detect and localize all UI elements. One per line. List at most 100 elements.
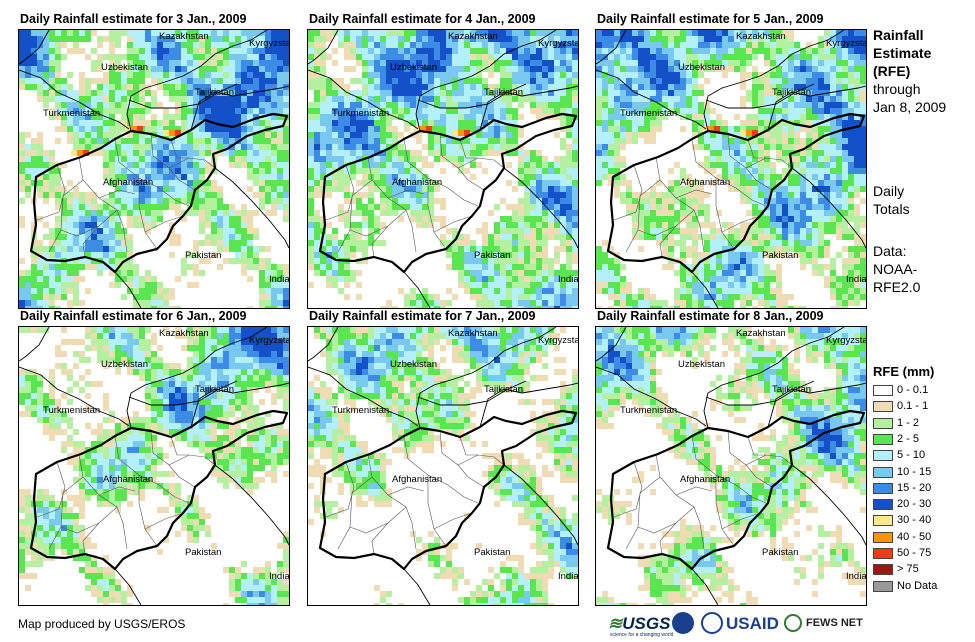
- province-boundary: [98, 189, 136, 199]
- map-label-kyrgyzstan: Kyrgyzstan: [249, 38, 289, 49]
- map-label-afghanistan: Afghanistan: [680, 177, 730, 188]
- legend-swatch: [873, 499, 893, 511]
- map-label-turkmenistan: Turkmenistan: [43, 405, 100, 416]
- province-boundary: [613, 164, 643, 221]
- afghanistan-boundary: [318, 409, 578, 571]
- map-label-kazakhstan: Kazakhstan: [448, 31, 498, 42]
- province-boundary: [60, 225, 100, 237]
- province-boundary: [349, 522, 389, 534]
- province-boundary: [433, 215, 473, 233]
- province-boundary: [48, 476, 84, 550]
- map-label-india: India: [269, 274, 289, 285]
- country-boundary: [791, 167, 866, 249]
- legend-title: RFE (mm): [873, 364, 935, 379]
- province-boundary: [114, 138, 190, 207]
- legend-label: No Data: [897, 579, 938, 592]
- country-boundary: [214, 464, 289, 546]
- country-boundary: [126, 327, 268, 429]
- province-boundary: [427, 178, 447, 250]
- map-label-kazakhstan: Kazakhstan: [448, 328, 498, 339]
- map-frame: Kazakhstan Kyrgyzstan Uzbekistan Tajikistan…: [595, 326, 867, 606]
- province-boundary: [745, 157, 793, 169]
- province-boundary: [433, 512, 473, 530]
- province-boundary: [144, 512, 184, 530]
- province-boundary: [168, 157, 216, 169]
- province-boundary: [337, 179, 373, 253]
- map-frame: Kazakhstan Kyrgyzstan Uzbekistan Tajikistan…: [18, 326, 290, 606]
- map-label-kyrgyzstan: Kyrgyzstan: [826, 335, 866, 346]
- legend-swatch: [873, 466, 893, 478]
- rainfall-map: Kazakhstan Kyrgyzstan Uzbekistan Tajikistan…: [308, 30, 578, 308]
- panel-title: Daily Rainfall estimate for 5 Jan., 2009: [597, 12, 824, 26]
- map-label-pakistan: Pakistan: [762, 547, 798, 558]
- province-boundary: [78, 453, 128, 550]
- legend-label: 5 - 10: [897, 449, 926, 462]
- province-boundary: [691, 138, 767, 207]
- map-label-kazakhstan: Kazakhstan: [736, 328, 786, 339]
- usaid-logo: USAID: [726, 614, 779, 633]
- rainfall-cells: [596, 30, 866, 308]
- legend-swatch: [873, 564, 893, 576]
- legend-heading: Rainfall Estimate (RFE) through Jan 8, 2…: [873, 27, 947, 115]
- province-boundary: [138, 178, 158, 250]
- province-boundary: [655, 453, 705, 550]
- province-boundary: [387, 189, 425, 199]
- country-boundary: [417, 83, 527, 109]
- rainfall-cells: [596, 327, 866, 605]
- country-boundary: [703, 30, 845, 132]
- map-frame: Kazakhstan Kyrgyzstan Uzbekistan Tajikistan…: [307, 326, 579, 606]
- country-boundary: [596, 366, 707, 427]
- province-boundary: [60, 522, 100, 534]
- legend-swatch: [873, 515, 893, 527]
- province-boundary: [371, 209, 407, 258]
- country-boundary: [691, 271, 719, 308]
- map-label-kyrgyzstan: Kyrgyzstan: [538, 335, 578, 346]
- province-boundary: [325, 461, 355, 518]
- fews-globe-icon: [784, 614, 802, 632]
- map-label-india: India: [558, 571, 578, 582]
- legend-label: 15 - 20: [897, 481, 932, 494]
- legend-label: > 75: [897, 563, 919, 576]
- map-label-turkmenistan: Turkmenistan: [43, 108, 100, 119]
- country-boundary: [190, 85, 289, 131]
- afghanistan-boundary: [29, 112, 289, 274]
- province-boundary: [36, 461, 66, 518]
- province-boundary: [637, 225, 677, 237]
- legend-label: 10 - 15: [897, 465, 932, 478]
- legend-label: 1 - 2: [897, 416, 920, 429]
- map-label-pakistan: Pakistan: [762, 250, 798, 261]
- province-boundary: [98, 486, 136, 496]
- country-boundary: [19, 327, 50, 362]
- country-boundary: [596, 327, 627, 362]
- map-label-turkmenistan: Turkmenistan: [620, 108, 677, 119]
- legend-label: 2 - 5: [897, 432, 920, 445]
- province-boundary: [114, 435, 190, 504]
- province-boundary: [325, 164, 355, 221]
- usgs-logo: ≋USGS: [608, 614, 671, 633]
- legend-label: 0 - 0.1: [897, 384, 929, 396]
- map-label-india: India: [846, 274, 866, 285]
- map-label-pakistan: Pakistan: [185, 547, 221, 558]
- map-panel: Daily Rainfall estimate for 7 Jan., 2009…: [307, 309, 597, 606]
- legend-swatch: [873, 433, 893, 445]
- map-label-tajikistan: Tajikistan: [195, 384, 234, 395]
- province-boundary: [457, 157, 505, 169]
- map-label-pakistan: Pakistan: [474, 547, 510, 558]
- province-boundary: [637, 522, 677, 534]
- map-label-uzbekistan: Uzbekistan: [678, 62, 725, 73]
- province-boundary: [747, 139, 766, 159]
- map-label-afghanistan: Afghanistan: [680, 474, 730, 485]
- province-boundary: [613, 461, 643, 518]
- seal-logo: [701, 612, 723, 634]
- map-label-kyrgyzstan: Kyrgyzstan: [826, 38, 866, 49]
- map-frame: Kazakhstan Kyrgyzstan Uzbekistan Tajikistan…: [18, 29, 290, 309]
- map-panel: Daily Rainfall estimate for 8 Jan., 2009…: [595, 309, 885, 606]
- province-boundary: [387, 486, 425, 496]
- country-boundary: [308, 366, 419, 427]
- country-boundary: [190, 382, 289, 428]
- country-boundary: [479, 382, 578, 428]
- province-boundary: [337, 476, 373, 550]
- province-boundary: [371, 506, 407, 555]
- map-label-turkmenistan: Turkmenistan: [332, 108, 389, 119]
- province-boundary: [82, 506, 118, 555]
